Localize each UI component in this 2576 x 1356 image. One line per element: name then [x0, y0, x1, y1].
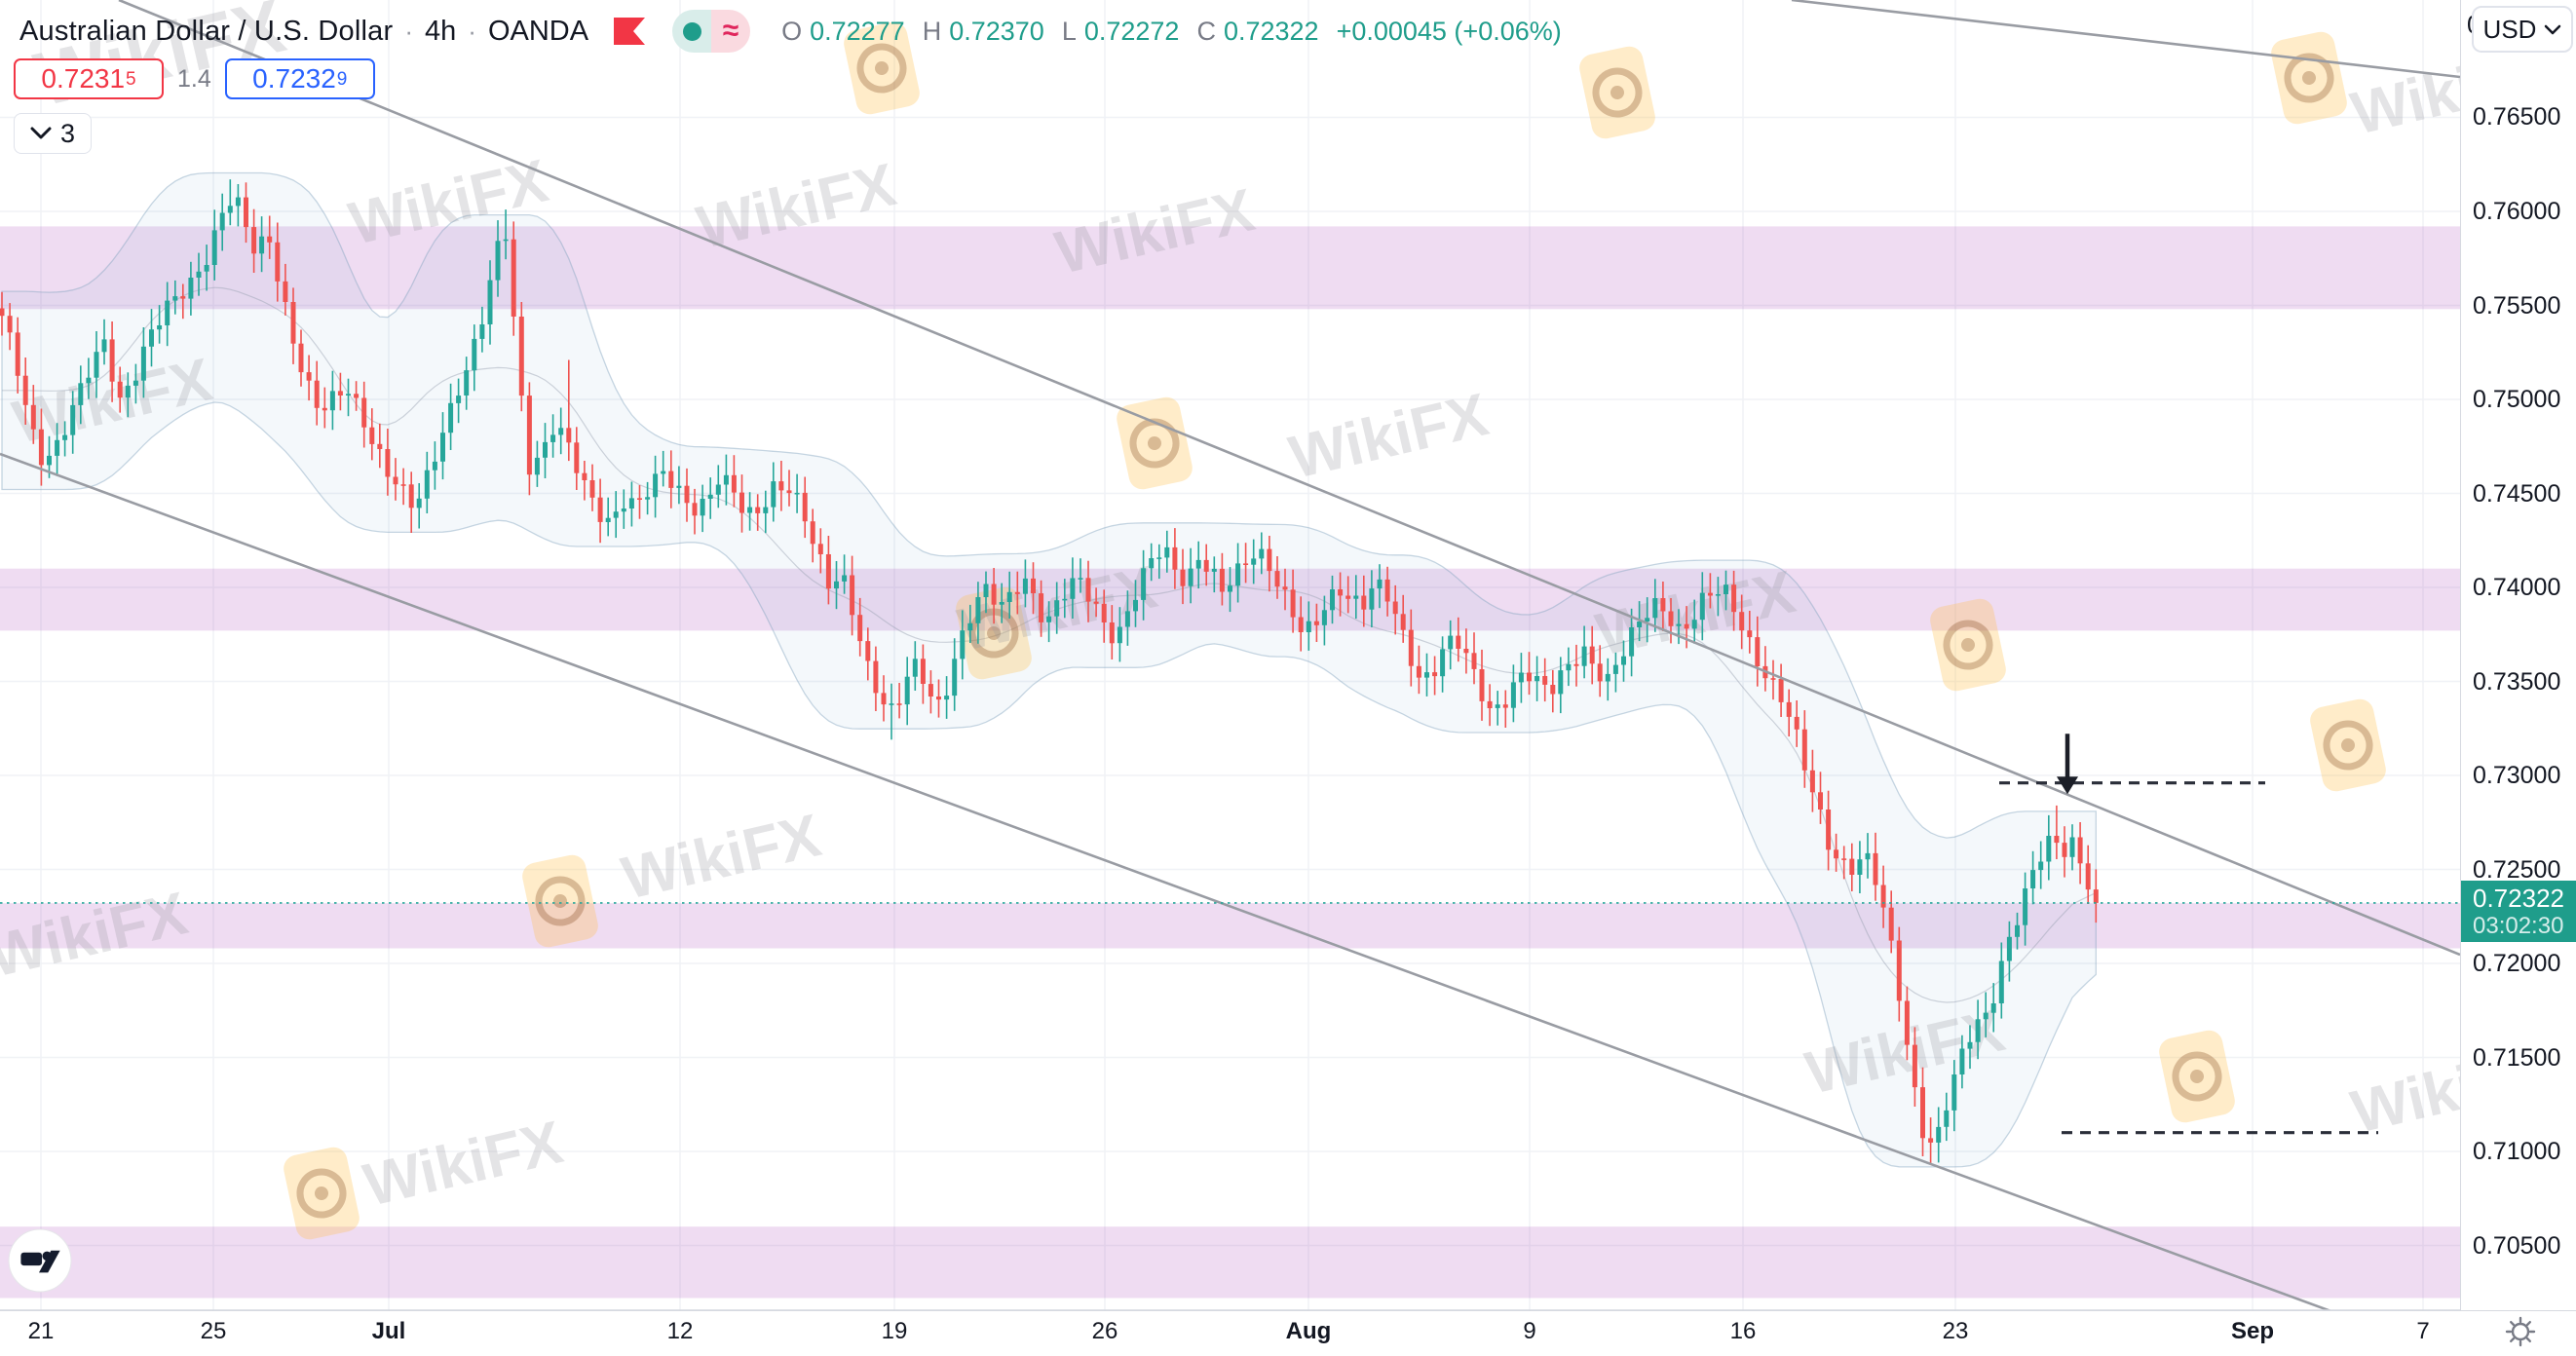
price-tick-label: 0.71000 [2473, 1138, 2561, 1165]
time-tick-label: Aug [1285, 1318, 1332, 1344]
chevron-down-icon [30, 127, 52, 139]
bid-price: 0.7231 [41, 63, 126, 94]
svg-text:WikiFX: WikiFX [0, 880, 194, 991]
time-tick-label: 9 [1523, 1318, 1536, 1344]
time-tick-label: 23 [1942, 1318, 1969, 1344]
time-tick-label: 19 [881, 1318, 908, 1344]
spread-value: 1.4 [177, 64, 211, 93]
indicators-collapse-button[interactable]: 3 [14, 113, 93, 154]
down-arrow-annotation [2057, 734, 2078, 795]
last-price-badge: 0.72322 03:02:30 [2461, 881, 2576, 942]
indicator-dot-icon[interactable] [672, 10, 712, 53]
ohlc-key: O [781, 16, 803, 46]
ohlc-key: L [1061, 16, 1077, 46]
price-tick-label: 0.73000 [2473, 762, 2561, 789]
indicator-pills: ≈ [672, 10, 751, 53]
ohlc-value: 0.72272 [1083, 16, 1180, 46]
bar-countdown: 03:02:30 [2473, 912, 2564, 939]
volatility-envelope [1, 171, 2097, 1168]
last-price: 0.72322 [2473, 883, 2564, 913]
ohlc-key: H [922, 16, 942, 46]
symbol-header: Australian Dollar / U.S. Dollar · 4h · O… [19, 10, 1562, 53]
currency-dropdown[interactable]: USD [2472, 6, 2573, 53]
dashed-levels [1999, 781, 2378, 1135]
candlestick-series [0, 179, 2099, 1165]
ask-price: 0.7232 [252, 63, 336, 94]
price-tick-label: 0.74000 [2473, 574, 2561, 601]
collapse-count: 3 [60, 118, 76, 148]
separator-dot: · [468, 16, 476, 46]
time-axis[interactable]: 21 25 Jul 12 19 26 Aug 9 16 23 Sep 7 [0, 1310, 2576, 1356]
time-tick-label: 21 [27, 1318, 55, 1344]
gear-icon[interactable] [2504, 1315, 2537, 1353]
ohlc-value: 0.72277 [810, 16, 905, 46]
ohlc-key: C [1196, 16, 1216, 46]
time-tick-label: Jul [371, 1318, 406, 1344]
quote-row: 0.7231 5 1.4 0.7232 9 [14, 58, 375, 99]
ohlc-readout: O 0.72277 H 0.72370 L 0.72272 C 0.72322 +0.00045… [781, 17, 1562, 47]
price-tick-label: 0.76500 [2473, 103, 2561, 131]
symbol-title[interactable]: Australian Dollar / U.S. Dollar [19, 15, 394, 47]
price-tick-label: 0.71500 [2473, 1044, 2561, 1072]
price-tick-label: 0.75000 [2473, 386, 2561, 413]
price-tick-label: 0.72500 [2473, 856, 2561, 884]
ask-sup: 9 [336, 68, 348, 90]
change-value: +0.00045 (+0.06%) [1336, 16, 1562, 46]
price-tick-label: 0.74500 [2473, 480, 2561, 508]
exchange-label[interactable]: OANDA [487, 15, 589, 47]
svg-text:WikiFX: WikiFX [1283, 381, 1494, 492]
separator-dot: · [404, 16, 413, 46]
flag-icon[interactable] [612, 16, 647, 47]
ohlc-value: 0.72322 [1223, 16, 1319, 46]
time-tick-label: 26 [1091, 1318, 1118, 1344]
trendlines [0, 0, 2460, 1310]
buy-ask-button[interactable]: 0.7232 9 [224, 58, 375, 99]
time-tick-label: 25 [200, 1318, 227, 1344]
interval-label[interactable]: 4h [425, 15, 457, 47]
chevron-down-icon [2545, 24, 2561, 34]
price-tick-label: 0.73500 [2473, 668, 2561, 696]
time-tick-label: 7 [2416, 1318, 2430, 1344]
price-tick-label: 0.72000 [2473, 950, 2561, 977]
price-tick-label: 0.76000 [2473, 198, 2561, 225]
ohlc-value: 0.72370 [949, 16, 1044, 46]
price-axis[interactable]: 0 USD 0.765000.760000.755000.750000.7450… [2460, 0, 2576, 1356]
svg-text:WikiFX: WikiFX [616, 802, 826, 913]
chart-layers: WikiFX WikiFX WikiFXWikiFXWikiFXWikiFXWiki… [0, 0, 2460, 1310]
bid-sup: 5 [126, 68, 136, 90]
currency-label: USD [2482, 14, 2537, 44]
tradingview-logo[interactable] [8, 1228, 72, 1298]
time-tick-label: 12 [666, 1318, 694, 1344]
time-tick-label: Sep [2230, 1318, 2275, 1344]
time-tick-label: 16 [1729, 1318, 1757, 1344]
price-tick-label: 0.70500 [2473, 1232, 2561, 1260]
indicator-approx-icon[interactable]: ≈ [711, 10, 751, 53]
sell-bid-button[interactable]: 0.7231 5 [14, 58, 164, 99]
price-tick-label: 0.75500 [2473, 292, 2561, 320]
